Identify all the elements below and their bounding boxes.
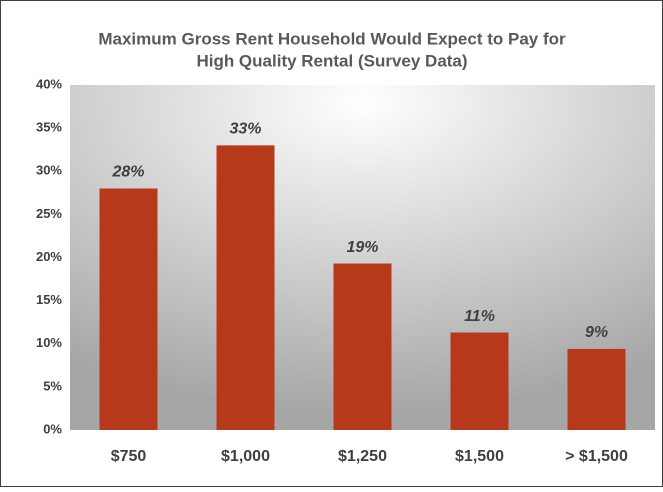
x-tick-label: $1,250 (338, 448, 387, 465)
x-tick-label: > $1,500 (565, 448, 628, 465)
y-tick-label: 20% (36, 249, 62, 264)
chart-title: High Quality Rental (Survey Data) (196, 51, 467, 70)
data-label: 33% (229, 121, 261, 138)
x-tick-label: $750 (111, 448, 147, 465)
x-tick-label: $1,000 (221, 448, 270, 465)
data-label: 28% (111, 164, 144, 181)
chart-title: Maximum Gross Rent Household Would Expec… (98, 29, 566, 48)
y-tick-label: 10% (36, 335, 62, 350)
bar (333, 263, 392, 430)
x-tick-label: $1,500 (455, 448, 504, 465)
y-tick-label: 30% (36, 163, 62, 178)
y-tick-label: 15% (36, 292, 62, 307)
data-label: 11% (464, 308, 495, 325)
y-tick-label: 0% (43, 421, 62, 436)
y-tick-label: 40% (36, 76, 62, 91)
bar (216, 145, 275, 430)
bar (567, 348, 626, 430)
y-tick-label: 5% (43, 378, 62, 393)
y-tick-label: 35% (36, 120, 62, 135)
bar (450, 332, 509, 430)
data-label: 19% (346, 239, 378, 256)
bar (99, 188, 158, 430)
y-tick-label: 25% (36, 206, 62, 221)
data-label: 9% (585, 324, 608, 341)
